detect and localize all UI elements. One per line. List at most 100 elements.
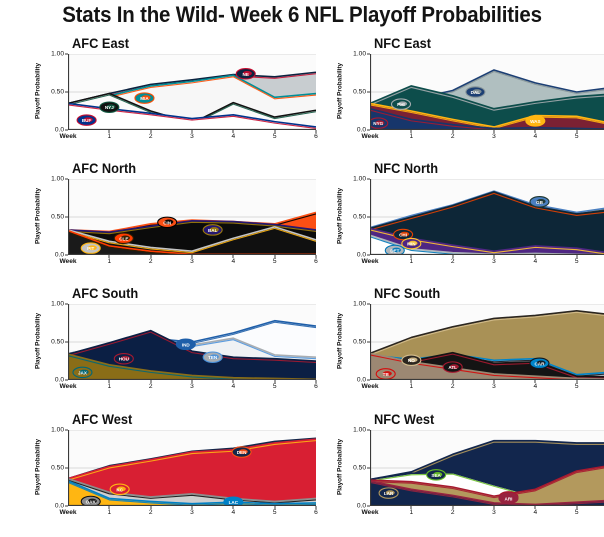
x-tick-label: 6 bbox=[314, 509, 318, 516]
series-accent-cle bbox=[68, 231, 190, 255]
x-tick-label: 5 bbox=[272, 509, 277, 516]
x-tick-label: 3 bbox=[190, 383, 194, 390]
x-tick-mark bbox=[191, 255, 193, 258]
y-tick-mark bbox=[65, 129, 68, 131]
x-tick-mark bbox=[108, 130, 110, 133]
y-tick-label: 1.00 bbox=[353, 426, 366, 434]
x-tick-mark bbox=[410, 130, 412, 133]
team-logo-label: PIT bbox=[87, 246, 94, 251]
series-line-no bbox=[370, 310, 604, 355]
team-logo-ne-icon: NE bbox=[235, 68, 256, 80]
team-logo-hou-icon: HOU bbox=[113, 352, 134, 365]
team-logo-cle-icon: CLE bbox=[113, 232, 134, 245]
x-tick-label: Week bbox=[361, 509, 379, 516]
y-axis-label: Playoff Probability bbox=[34, 438, 42, 496]
team-logo-nyj-icon: NYJ bbox=[99, 101, 120, 113]
y-tick-label: 0.0 bbox=[356, 251, 366, 259]
team-logo-label: DET bbox=[390, 248, 399, 253]
series-line-chi bbox=[370, 191, 604, 230]
team-logo-label: BAL bbox=[208, 228, 218, 233]
x-tick-label: 4 bbox=[231, 133, 236, 140]
x-tick-label: Week bbox=[59, 258, 77, 265]
chart-svg: DAL PHI WAS NYG bbox=[370, 54, 604, 130]
team-logo-bal-icon: BAL bbox=[202, 224, 223, 236]
series-accent-sf bbox=[370, 467, 604, 499]
team-logo-ari-icon: ARI bbox=[498, 492, 519, 505]
x-tick-mark bbox=[534, 255, 536, 258]
team-logo-label: NO bbox=[408, 358, 415, 363]
team-logo-kc-icon: KC bbox=[109, 483, 130, 496]
y-tick-mark bbox=[65, 429, 68, 431]
series-accent-no bbox=[370, 311, 604, 356]
series-line-oak bbox=[68, 477, 316, 503]
x-tick-label: 3 bbox=[492, 509, 496, 516]
plot-area: 1.00 0.50 0.0 Week 1 2 3 4 5 6 NE MIA NYJ BUF bbox=[51, 51, 318, 141]
x-tick-mark bbox=[274, 506, 276, 509]
y-tick-label: 1.00 bbox=[51, 426, 64, 434]
y-tick-label: 0.0 bbox=[54, 376, 64, 384]
y-tick-label: 1.00 bbox=[51, 300, 64, 308]
x-tick-mark bbox=[191, 506, 193, 509]
x-tick-label: 2 bbox=[148, 258, 153, 265]
team-logo-label: CAR bbox=[534, 361, 545, 366]
y-tick-label: 0.0 bbox=[356, 126, 366, 134]
series-line-ari bbox=[370, 480, 604, 506]
x-tick-mark bbox=[534, 130, 536, 133]
series-line-pit bbox=[68, 226, 316, 252]
y-tick-mark bbox=[367, 91, 370, 93]
x-tick-label: 5 bbox=[574, 258, 579, 265]
y-tick-mark bbox=[367, 216, 370, 218]
team-logo-dal-icon: DAL bbox=[465, 86, 486, 98]
team-logo-label: NE bbox=[243, 72, 249, 77]
y-axis-label: Playoff Probability bbox=[34, 312, 42, 370]
x-tick-label: 1 bbox=[107, 133, 112, 140]
x-tick-label: Week bbox=[361, 133, 379, 140]
y-tick-mark bbox=[367, 178, 370, 180]
team-logo-no-icon: NO bbox=[401, 354, 422, 366]
team-logo-label: TB bbox=[383, 372, 390, 377]
x-tick-mark bbox=[274, 255, 276, 258]
plot-area: 1.00 0.50 0.0 Week 1 2 3 4 5 6 CIN BAL PIT CLE bbox=[51, 176, 318, 266]
plot-area: 1.000.500.0Week123456LARSEASFARI bbox=[353, 427, 604, 516]
series-line-lac bbox=[68, 480, 316, 505]
series-line-was bbox=[370, 102, 604, 128]
y-tick-mark bbox=[367, 53, 370, 55]
y-tick-mark bbox=[65, 379, 68, 381]
y-tick-mark bbox=[367, 429, 370, 431]
team-logo-gb-icon: GB bbox=[529, 196, 550, 208]
team-logo-label: HOU bbox=[119, 357, 130, 362]
x-tick-label: 1 bbox=[107, 258, 112, 265]
chart-panel-afc-south: AFC South Playoff Probability 1.00 0.50 0.0 W… bbox=[34, 286, 318, 398]
y-tick-mark bbox=[367, 254, 370, 256]
x-tick-label: 4 bbox=[231, 509, 236, 516]
x-tick-mark bbox=[150, 380, 152, 383]
series-accent-phi bbox=[370, 86, 604, 111]
panel-title: NFC South bbox=[374, 286, 441, 301]
panel-title: AFC South bbox=[72, 286, 139, 301]
y-tick-mark bbox=[367, 303, 370, 305]
team-logo-label: IND bbox=[182, 342, 191, 347]
y-axis-label: Playoff Probability bbox=[336, 312, 344, 370]
team-logo-sea-icon: SEA bbox=[426, 469, 447, 481]
team-logo-label: KC bbox=[116, 487, 123, 492]
x-tick-mark bbox=[315, 130, 317, 133]
y-tick-mark bbox=[65, 178, 68, 180]
x-tick-mark bbox=[493, 130, 495, 133]
x-tick-label: 3 bbox=[492, 258, 496, 265]
y-tick-mark bbox=[65, 91, 68, 93]
x-tick-mark bbox=[108, 255, 110, 258]
x-tick-label: 5 bbox=[574, 509, 579, 516]
x-tick-label: 4 bbox=[533, 133, 538, 140]
x-tick-label: 3 bbox=[190, 258, 194, 265]
y-axis-label: Playoff Probability bbox=[336, 62, 344, 120]
y-tick-label: 1.00 bbox=[353, 50, 366, 58]
x-tick-mark bbox=[274, 380, 276, 383]
series-area-nyg bbox=[370, 108, 604, 130]
x-tick-mark bbox=[493, 255, 495, 258]
x-tick-label: Week bbox=[59, 509, 77, 516]
x-tick-mark bbox=[274, 130, 276, 133]
x-tick-mark bbox=[108, 506, 110, 509]
team-logo-den-icon: DEN bbox=[231, 446, 252, 458]
team-logo-label: LAC bbox=[229, 500, 239, 505]
